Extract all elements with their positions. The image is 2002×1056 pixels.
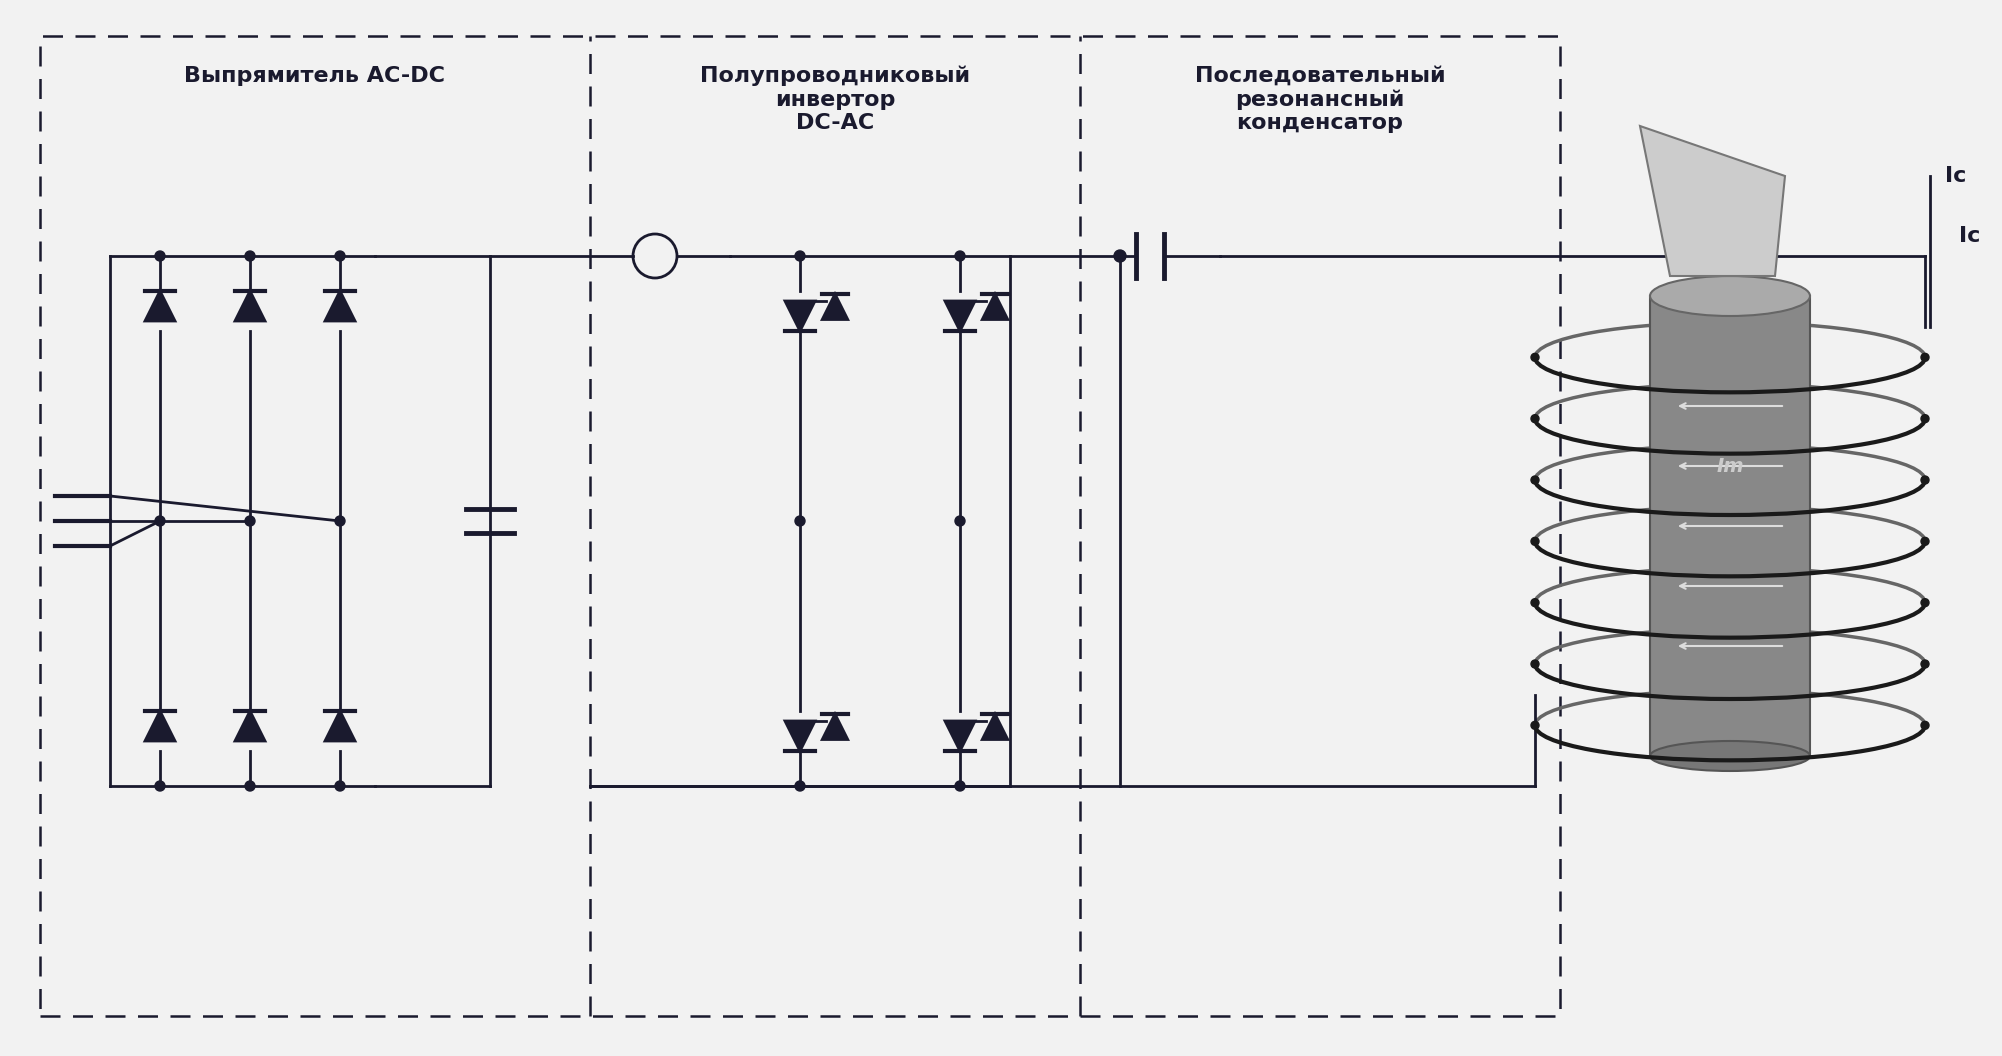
Polygon shape [785,301,815,331]
Polygon shape [144,711,174,741]
Circle shape [244,781,254,791]
Polygon shape [945,301,975,331]
Circle shape [244,516,254,526]
Circle shape [955,781,965,791]
Polygon shape [324,291,354,321]
Circle shape [154,516,164,526]
Polygon shape [234,291,264,321]
Text: Полупроводниковый
инвертор
DC-AC: Полупроводниковый инвертор DC-AC [701,65,971,133]
Text: Ic: Ic [1958,226,1980,246]
Circle shape [795,516,805,526]
Circle shape [244,251,254,261]
Circle shape [1532,538,1540,545]
Circle shape [1532,415,1540,422]
Polygon shape [324,711,354,741]
Circle shape [1532,660,1540,668]
Circle shape [334,516,344,526]
Circle shape [154,251,164,261]
Circle shape [1532,354,1540,361]
Polygon shape [1640,126,1786,276]
Circle shape [1922,538,1930,545]
Text: Ic: Ic [1946,166,1966,186]
Bar [1650,296,1810,756]
Polygon shape [234,711,264,741]
Ellipse shape [1650,741,1810,771]
Circle shape [1532,476,1540,484]
Circle shape [1922,476,1930,484]
Circle shape [1922,415,1930,422]
Circle shape [1922,599,1930,606]
Circle shape [1532,721,1540,730]
Circle shape [795,251,805,261]
Polygon shape [983,294,1007,320]
Polygon shape [144,291,174,321]
Circle shape [334,251,344,261]
Polygon shape [823,714,847,739]
Circle shape [1532,599,1540,606]
Circle shape [1113,250,1125,262]
Circle shape [795,781,805,791]
Circle shape [955,516,965,526]
Circle shape [1922,660,1930,668]
Polygon shape [945,721,975,751]
Polygon shape [823,294,847,320]
Text: Последовательный
резонансный
конденсатор: Последовательный резонансный конденсатор [1195,65,1445,133]
Polygon shape [983,714,1007,739]
Text: Выпрямитель AC-DC: Выпрямитель AC-DC [184,65,446,86]
Circle shape [154,781,164,791]
Circle shape [955,251,965,261]
Circle shape [334,781,344,791]
Ellipse shape [1650,276,1810,316]
Text: Im: Im [1716,456,1744,475]
Circle shape [1922,721,1930,730]
Circle shape [1922,354,1930,361]
Polygon shape [785,721,815,751]
